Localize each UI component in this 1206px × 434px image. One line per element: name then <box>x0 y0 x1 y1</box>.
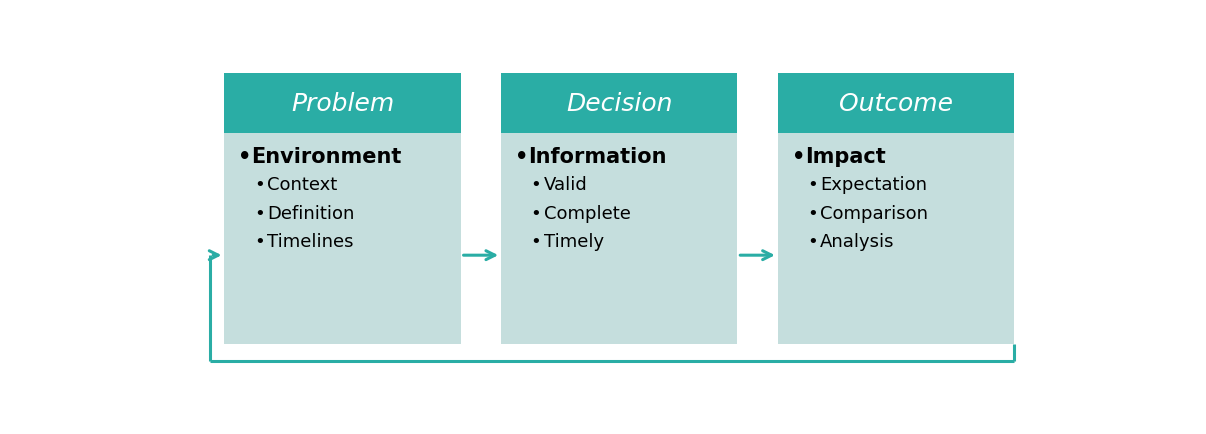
Text: Analysis: Analysis <box>820 233 895 251</box>
Text: •: • <box>531 204 541 222</box>
Text: •: • <box>253 204 264 222</box>
Text: •: • <box>253 176 264 194</box>
Text: Outcome: Outcome <box>839 92 953 115</box>
Text: Complete: Complete <box>544 204 631 222</box>
Text: Problem: Problem <box>291 92 394 115</box>
Text: Timely: Timely <box>544 233 604 251</box>
Text: •: • <box>253 233 264 251</box>
Text: Expectation: Expectation <box>820 176 927 194</box>
Text: Decision: Decision <box>566 92 673 115</box>
Text: •: • <box>807 204 818 222</box>
Text: •: • <box>531 233 541 251</box>
Text: Context: Context <box>267 176 338 194</box>
Text: Comparison: Comparison <box>820 204 929 222</box>
Text: Impact: Impact <box>804 147 885 167</box>
Text: •: • <box>807 176 818 194</box>
Text: •: • <box>239 147 252 167</box>
Text: Valid: Valid <box>544 176 587 194</box>
Text: •: • <box>807 233 818 251</box>
Bar <box>500 74 737 134</box>
Bar <box>224 74 461 134</box>
Text: Timelines: Timelines <box>267 233 353 251</box>
Text: •: • <box>791 147 806 167</box>
Text: Environment: Environment <box>252 147 402 167</box>
Text: •: • <box>531 176 541 194</box>
Bar <box>778 74 1014 134</box>
Text: Definition: Definition <box>267 204 355 222</box>
Bar <box>224 134 461 344</box>
Text: Information: Information <box>528 147 667 167</box>
Text: •: • <box>515 147 528 167</box>
Bar <box>778 134 1014 344</box>
Bar <box>500 134 737 344</box>
